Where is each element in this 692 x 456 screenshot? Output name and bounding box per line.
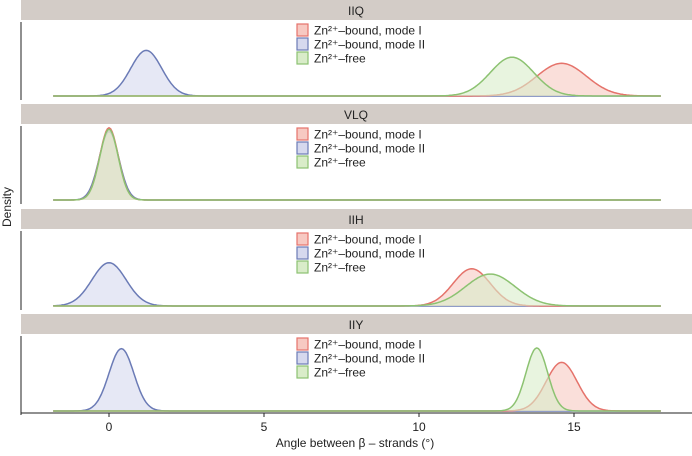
legend-label: Zn²⁺–bound, mode I bbox=[314, 233, 422, 247]
x-tick-label: 5 bbox=[261, 420, 268, 434]
legend-swatch bbox=[296, 37, 309, 51]
legend-swatch bbox=[296, 365, 309, 379]
x-tick-label: 10 bbox=[412, 420, 426, 434]
legend-swatch bbox=[296, 155, 309, 169]
facet-strip bbox=[21, 0, 692, 20]
legend-label: Zn²⁺–bound, mode II bbox=[314, 352, 425, 366]
density-area-2 bbox=[53, 129, 661, 200]
legend-label: Zn²⁺–bound, mode I bbox=[314, 338, 422, 352]
legend-swatch bbox=[296, 260, 309, 274]
facet-title: VLQ bbox=[344, 108, 368, 122]
legend-swatch bbox=[296, 51, 309, 65]
facet-title: IIQ bbox=[348, 4, 364, 18]
legend-label: Zn²⁺–bound, mode II bbox=[314, 247, 425, 261]
legend-swatch bbox=[296, 141, 309, 155]
density-line-2 bbox=[53, 347, 661, 412]
legend-label: Zn²⁺–bound, mode II bbox=[314, 38, 425, 52]
legend-label: Zn²⁺–free bbox=[314, 366, 366, 380]
facet-strip bbox=[21, 314, 692, 334]
legend-label: Zn²⁺–bound, mode I bbox=[314, 24, 422, 38]
legend-swatch bbox=[296, 23, 309, 37]
density-line-2 bbox=[53, 56, 661, 97]
facet-title: IIH bbox=[348, 213, 363, 227]
y-axis-label: Density bbox=[0, 187, 14, 227]
density-line-2 bbox=[53, 128, 661, 201]
legend-label: Zn²⁺–bound, mode II bbox=[314, 142, 425, 156]
legend-swatch bbox=[296, 232, 309, 246]
density-area-2 bbox=[53, 347, 661, 411]
facet-title: IIY bbox=[349, 318, 364, 332]
density-area-2 bbox=[53, 57, 661, 96]
density-line-2 bbox=[53, 273, 661, 307]
density-area-1 bbox=[53, 262, 661, 306]
x-axis-label: Angle between β – strands (°) bbox=[276, 436, 434, 450]
legend-swatch bbox=[296, 351, 309, 365]
legend-label: Zn²⁺–bound, mode I bbox=[314, 128, 422, 142]
legend-swatch bbox=[296, 337, 309, 351]
facet-strip bbox=[21, 209, 692, 229]
x-tick-label: 0 bbox=[106, 420, 113, 434]
density-area-1 bbox=[53, 348, 661, 411]
legend-swatch bbox=[296, 127, 309, 141]
x-tick-label: 15 bbox=[567, 420, 581, 434]
legend-label: Zn²⁺–free bbox=[314, 156, 366, 170]
legend-swatch bbox=[296, 246, 309, 260]
facet-strip bbox=[21, 104, 692, 124]
legend-label: Zn²⁺–free bbox=[314, 261, 366, 275]
legend-label: Zn²⁺–free bbox=[314, 52, 366, 66]
